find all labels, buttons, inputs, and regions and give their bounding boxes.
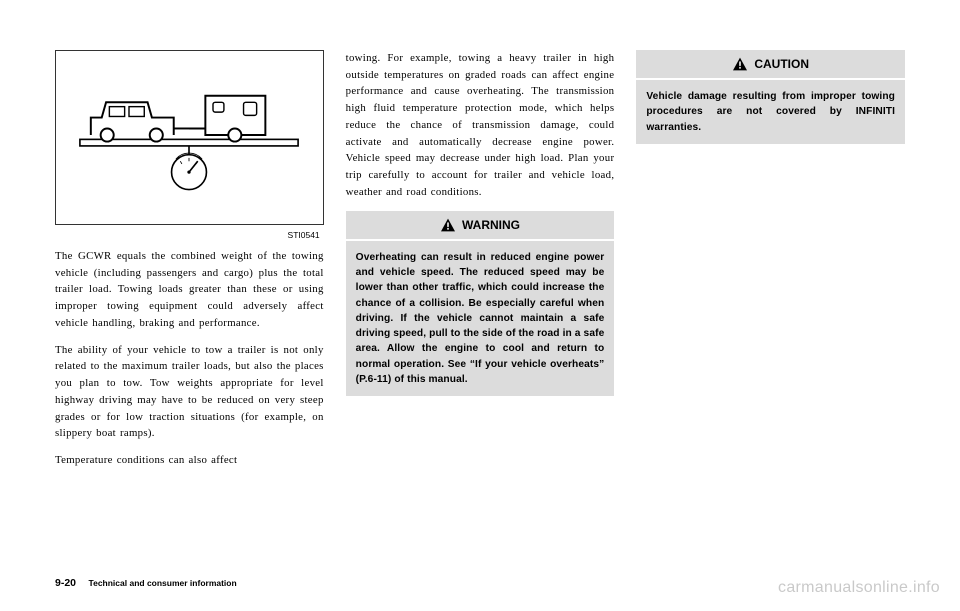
warning-header: WARNING (346, 211, 615, 239)
watermark: carmanualsonline.info (778, 579, 940, 597)
towing-weight-illustration (55, 50, 324, 225)
section-title: Technical and consumer information (89, 578, 237, 588)
column-2: towing. For example, towing a heavy trai… (346, 50, 615, 545)
towing-conditions-paragraph: towing. For example, towing a heavy trai… (346, 50, 615, 201)
page-footer: 9-20 Technical and consumer information (55, 577, 237, 589)
temperature-lead-paragraph: Temperature conditions can also affect (55, 452, 324, 469)
gcwr-paragraph: The GCWR equals the combined weight of t… (55, 248, 324, 332)
caution-body: Vehicle damage resulting from improper t… (636, 80, 905, 144)
caution-title: CAUTION (754, 57, 809, 71)
warning-title: WARNING (462, 218, 520, 232)
gcwr-diagram-svg (69, 68, 309, 206)
caution-header: CAUTION (636, 50, 905, 78)
warning-icon (440, 218, 456, 232)
column-1: STI0541 The GCWR equals the combined wei… (55, 50, 324, 545)
trailer-ability-paragraph: The ability of your vehicle to tow a tra… (55, 342, 324, 442)
figure-label: STI0541 (55, 230, 324, 240)
warning-body: Overheating can result in reduced engine… (346, 241, 615, 397)
column-3: CAUTION Vehicle damage resulting from im… (636, 50, 905, 545)
caution-icon (732, 57, 748, 71)
page-number: 9-20 (55, 577, 76, 589)
